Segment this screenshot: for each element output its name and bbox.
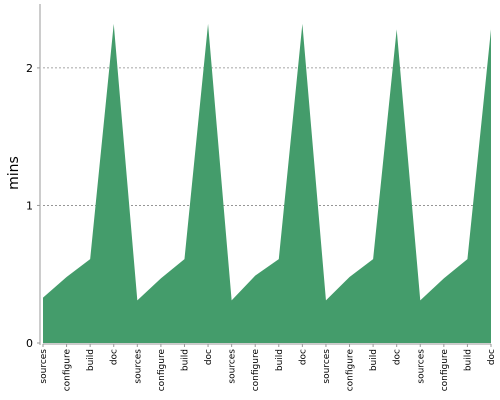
x-tick-label: build (463, 349, 473, 371)
x-tick-label: configure (251, 349, 261, 392)
y-axis-label: mins (6, 156, 22, 190)
x-tick-label: sources (228, 349, 238, 384)
x-tick-label: build (180, 349, 190, 371)
x-tick-label: configure (157, 349, 167, 392)
y-tick-label: 0 (26, 337, 33, 350)
x-tick-label: configure (63, 349, 73, 392)
gridlines (43, 67, 491, 206)
x-tick-label: sources (39, 349, 49, 384)
x-tick-label: doc (393, 349, 403, 365)
y-tick-labels: 0 1 2 (26, 62, 40, 350)
x-tick-label: doc (204, 349, 214, 365)
x-tick-label: build (369, 349, 379, 371)
x-tick-label: configure (440, 349, 450, 392)
series-area (43, 23, 491, 343)
x-tick-label: build (86, 349, 96, 371)
x-tick-label: sources (322, 349, 332, 384)
x-tick-label: doc (298, 349, 308, 365)
y-tick-label: 2 (26, 62, 33, 75)
x-tick-label: build (275, 349, 285, 371)
x-tick-label: sources (416, 349, 426, 384)
x-tick-label: doc (110, 349, 120, 365)
x-tick-label: sources (133, 349, 143, 384)
x-tick-label: doc (487, 349, 497, 365)
axes (39, 4, 491, 345)
x-tick-labels: sources configure build doc sources configure… (39, 344, 497, 391)
y-tick-label: 1 (26, 199, 33, 212)
x-tick-label: configure (346, 349, 356, 392)
